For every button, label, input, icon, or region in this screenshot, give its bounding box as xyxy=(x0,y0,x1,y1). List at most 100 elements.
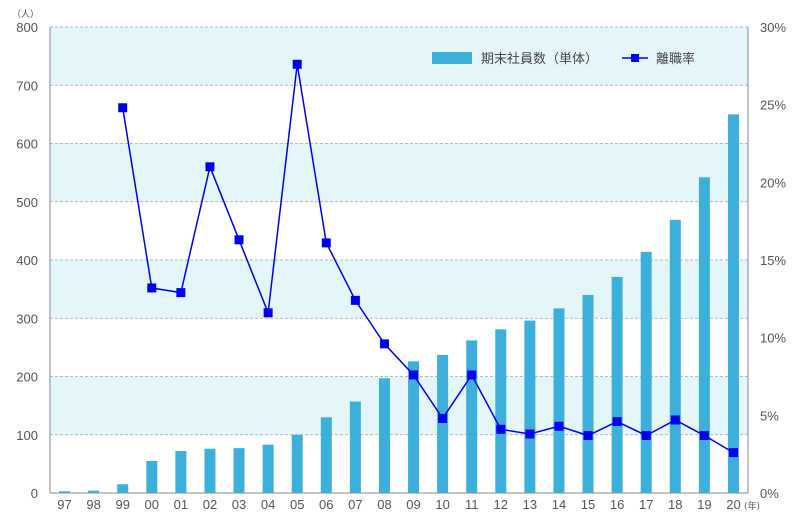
right-tick-label: 5% xyxy=(760,408,779,423)
line-point-03 xyxy=(234,235,244,245)
x-tick-label: 15 xyxy=(581,497,595,512)
background-band xyxy=(50,143,748,202)
bar-14 xyxy=(553,308,565,493)
bar-series xyxy=(59,114,739,493)
bar-10 xyxy=(437,354,449,493)
left-axis-unit: （人） xyxy=(12,9,39,20)
bar-06 xyxy=(320,417,332,493)
bar-15 xyxy=(582,294,594,493)
line-point-11 xyxy=(467,370,477,380)
left-tick-label: 200 xyxy=(16,370,38,385)
bar-01 xyxy=(175,451,187,493)
right-tick-label: 0% xyxy=(760,486,779,501)
line-point-13 xyxy=(525,429,535,439)
x-tick-label: 12 xyxy=(494,497,508,512)
bar-19 xyxy=(698,177,710,493)
bar-08 xyxy=(378,378,390,493)
bar-13 xyxy=(524,320,536,493)
line-point-06 xyxy=(321,238,331,248)
line-point-15 xyxy=(583,431,593,441)
bar-16 xyxy=(611,276,623,493)
right-tick-label: 15% xyxy=(760,253,786,268)
bar-20 xyxy=(727,114,739,493)
axes xyxy=(49,27,749,494)
x-axis-unit: (年) xyxy=(744,500,760,512)
bar-05 xyxy=(291,434,303,493)
line-point-16 xyxy=(612,417,622,427)
x-tick-label: 97 xyxy=(57,497,71,512)
x-tick-label: 11 xyxy=(465,497,479,512)
x-tick-label: 16 xyxy=(610,497,624,512)
left-tick-label: 700 xyxy=(16,78,38,93)
bar-98 xyxy=(88,490,100,493)
bar-11 xyxy=(466,340,478,493)
background-bands xyxy=(50,27,748,435)
line-point-14 xyxy=(554,421,564,431)
x-tick-label: 19 xyxy=(697,497,711,512)
tick-labels: 01002003004005006007008000%5%10%15%20%25… xyxy=(12,9,786,512)
legend-bar-swatch xyxy=(432,52,472,64)
line-point-01 xyxy=(176,288,186,298)
line-point-02 xyxy=(205,162,215,172)
x-tick-label: 18 xyxy=(668,497,682,512)
bar-97 xyxy=(59,491,71,493)
bar-99 xyxy=(117,484,129,493)
bar-03 xyxy=(233,448,245,493)
x-tick-label: 01 xyxy=(174,497,188,512)
line-point-99 xyxy=(118,103,128,113)
gridlines xyxy=(50,26,748,436)
x-tick-label: 20 xyxy=(726,497,740,512)
line-point-20 xyxy=(728,448,738,458)
right-tick-label: 20% xyxy=(760,175,786,190)
x-tick-label: 17 xyxy=(639,497,653,512)
background-band xyxy=(50,376,748,435)
x-tick-label: 14 xyxy=(552,497,566,512)
line-point-08 xyxy=(379,339,389,349)
right-tick-label: 30% xyxy=(760,20,786,35)
bar-18 xyxy=(669,219,681,493)
legend-line-marker xyxy=(631,54,639,62)
x-tick-label: 05 xyxy=(290,497,304,512)
bar-09 xyxy=(408,361,420,493)
x-tick-label: 99 xyxy=(115,497,129,512)
left-tick-label: 0 xyxy=(31,486,38,501)
legend-line-label: 離職率 xyxy=(656,51,695,67)
right-tick-label: 10% xyxy=(760,331,786,346)
line-point-17 xyxy=(641,431,651,441)
left-tick-label: 800 xyxy=(16,20,38,35)
x-tick-label: 08 xyxy=(377,497,391,512)
line-point-12 xyxy=(496,424,506,434)
bar-00 xyxy=(146,460,158,493)
x-tick-label: 04 xyxy=(261,497,275,512)
x-tick-label: 06 xyxy=(319,497,333,512)
legend: 期末社員数（単体） 離職率 xyxy=(432,51,695,67)
line-point-00 xyxy=(147,283,157,293)
left-tick-label: 400 xyxy=(16,253,38,268)
left-tick-label: 300 xyxy=(16,311,38,326)
line-point-19 xyxy=(699,431,709,441)
bar-12 xyxy=(495,329,507,493)
background-band xyxy=(50,260,748,319)
right-tick-label: 25% xyxy=(760,98,786,113)
x-tick-label: 09 xyxy=(406,497,420,512)
bar-17 xyxy=(640,251,652,493)
line-point-04 xyxy=(263,308,273,318)
bar-04 xyxy=(262,444,274,493)
legend-bar-label: 期末社員数（単体） xyxy=(481,51,598,67)
left-tick-label: 100 xyxy=(16,428,38,443)
turnover-line xyxy=(121,64,734,454)
x-tick-label: 13 xyxy=(523,497,537,512)
x-tick-label: 02 xyxy=(203,497,217,512)
background-band xyxy=(50,27,748,86)
x-tick-label: 00 xyxy=(145,497,159,512)
left-tick-label: 500 xyxy=(16,195,38,210)
line-point-10 xyxy=(438,413,448,423)
line-point-07 xyxy=(350,295,360,305)
line-point-18 xyxy=(670,415,680,425)
x-tick-label: 10 xyxy=(435,497,449,512)
line-series xyxy=(118,59,738,458)
x-tick-label: 98 xyxy=(86,497,100,512)
bar-02 xyxy=(204,448,216,493)
